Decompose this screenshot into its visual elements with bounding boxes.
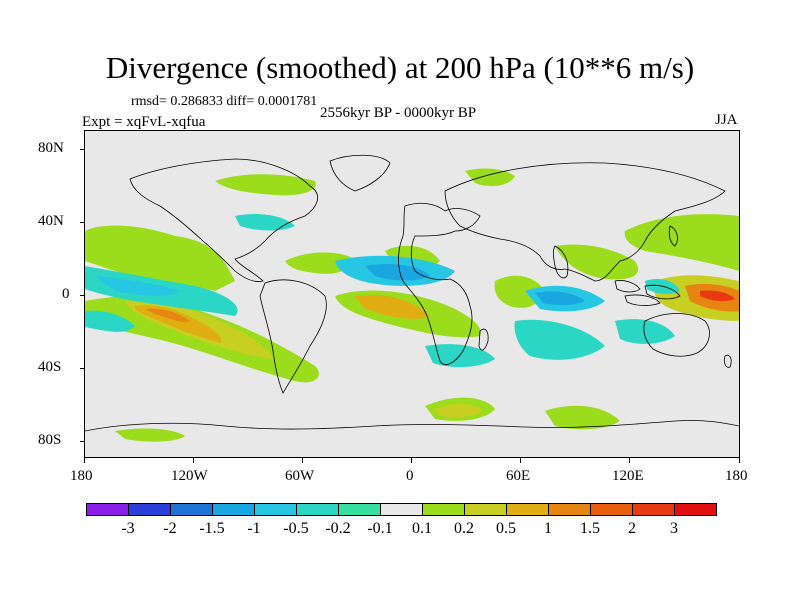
colorbar-swatch xyxy=(548,503,591,516)
field-region xyxy=(435,403,483,418)
colorbar-label: 0.2 xyxy=(454,520,474,537)
field-region xyxy=(700,290,735,302)
field-region xyxy=(465,168,515,187)
colorbar-swatch xyxy=(170,503,213,516)
field-region xyxy=(145,308,190,322)
colorbar-swatch xyxy=(464,503,507,516)
colorbar xyxy=(86,503,717,516)
field-region xyxy=(545,405,620,430)
colorbar-swatch xyxy=(86,503,129,516)
stats-label: rmsd= 0.286833 diff= 0.0001781 xyxy=(131,94,318,109)
colorbar-label: -1.5 xyxy=(199,520,225,537)
lon-tick xyxy=(629,458,630,463)
colorbar-label: -2 xyxy=(163,520,177,537)
colorbar-label: -3 xyxy=(121,520,135,537)
season-label: JJA xyxy=(715,112,738,128)
lon-label: 60E xyxy=(506,468,531,484)
lat-tick xyxy=(80,149,84,150)
lat-label: 80N xyxy=(38,140,64,156)
lat-tick xyxy=(80,368,84,369)
lat-label: 80S xyxy=(38,432,62,448)
field-region xyxy=(535,291,585,306)
lon-label: 0 xyxy=(406,468,414,484)
lon-tick xyxy=(84,458,85,463)
coastlines xyxy=(85,154,739,432)
lat-label: 40N xyxy=(38,213,64,229)
field-region xyxy=(115,428,185,442)
field-region xyxy=(134,305,222,343)
lon-tick xyxy=(520,458,521,463)
colorbar-swatch xyxy=(380,503,423,516)
colorbar-swatch xyxy=(128,503,171,516)
colorbar-label: 3 xyxy=(670,520,678,537)
colorbar-swatch xyxy=(422,503,465,516)
lon-tick xyxy=(739,458,740,463)
lat-tick xyxy=(80,222,84,223)
lon-label: 60W xyxy=(285,468,315,484)
colorbar-swatch xyxy=(590,503,633,516)
lon-tick xyxy=(302,458,303,463)
colorbar-label: 2 xyxy=(628,520,636,537)
colorbar-swatch xyxy=(506,503,549,516)
field-region xyxy=(494,275,545,308)
colorbar-swatch xyxy=(338,503,381,516)
field-region xyxy=(514,319,605,360)
colorbar-label: -1 xyxy=(247,520,261,537)
lat-tick xyxy=(80,295,84,296)
map-panel xyxy=(84,130,740,458)
colorbar-swatch xyxy=(632,503,675,516)
lon-label: 180 xyxy=(725,468,748,484)
map-canvas xyxy=(85,131,739,457)
colorbar-swatch xyxy=(296,503,339,516)
colorbar-swatch xyxy=(674,503,717,516)
lon-label: 120W xyxy=(171,468,208,484)
field-region xyxy=(85,225,235,291)
field-region xyxy=(215,174,316,196)
colorbar-label: -0.2 xyxy=(325,520,351,537)
field-region xyxy=(555,244,639,280)
lat-label: 0 xyxy=(62,286,70,302)
field-region xyxy=(285,252,355,274)
lat-label: 40S xyxy=(38,359,62,375)
plot-title: Divergence (smoothed) at 200 hPa (10**6 … xyxy=(105,50,695,85)
experiment-label: Expt = xqFvL-xqfua xyxy=(82,114,206,130)
colorbar-label: -0.5 xyxy=(283,520,309,537)
field-region xyxy=(235,214,295,231)
field-region xyxy=(95,276,180,296)
colorbar-swatch xyxy=(254,503,297,516)
colorbar-label: 1.5 xyxy=(580,520,600,537)
field-region xyxy=(624,214,739,271)
colorbar-label: -0.1 xyxy=(367,520,393,537)
colorbar-label: 0.5 xyxy=(496,520,516,537)
lon-label: 180 xyxy=(70,468,93,484)
lat-tick xyxy=(80,441,84,442)
field-region xyxy=(355,294,430,319)
field-region xyxy=(615,319,675,344)
lon-label: 120E xyxy=(612,468,644,484)
lon-tick xyxy=(193,458,194,463)
field-region xyxy=(85,310,135,332)
period-label: 2556kyr BP - 0000kyr BP xyxy=(320,105,477,121)
colorbar-swatch xyxy=(212,503,255,516)
colorbar-label: 1 xyxy=(544,520,552,537)
lon-tick xyxy=(411,458,412,463)
colorbar-label: 0.1 xyxy=(412,520,432,537)
